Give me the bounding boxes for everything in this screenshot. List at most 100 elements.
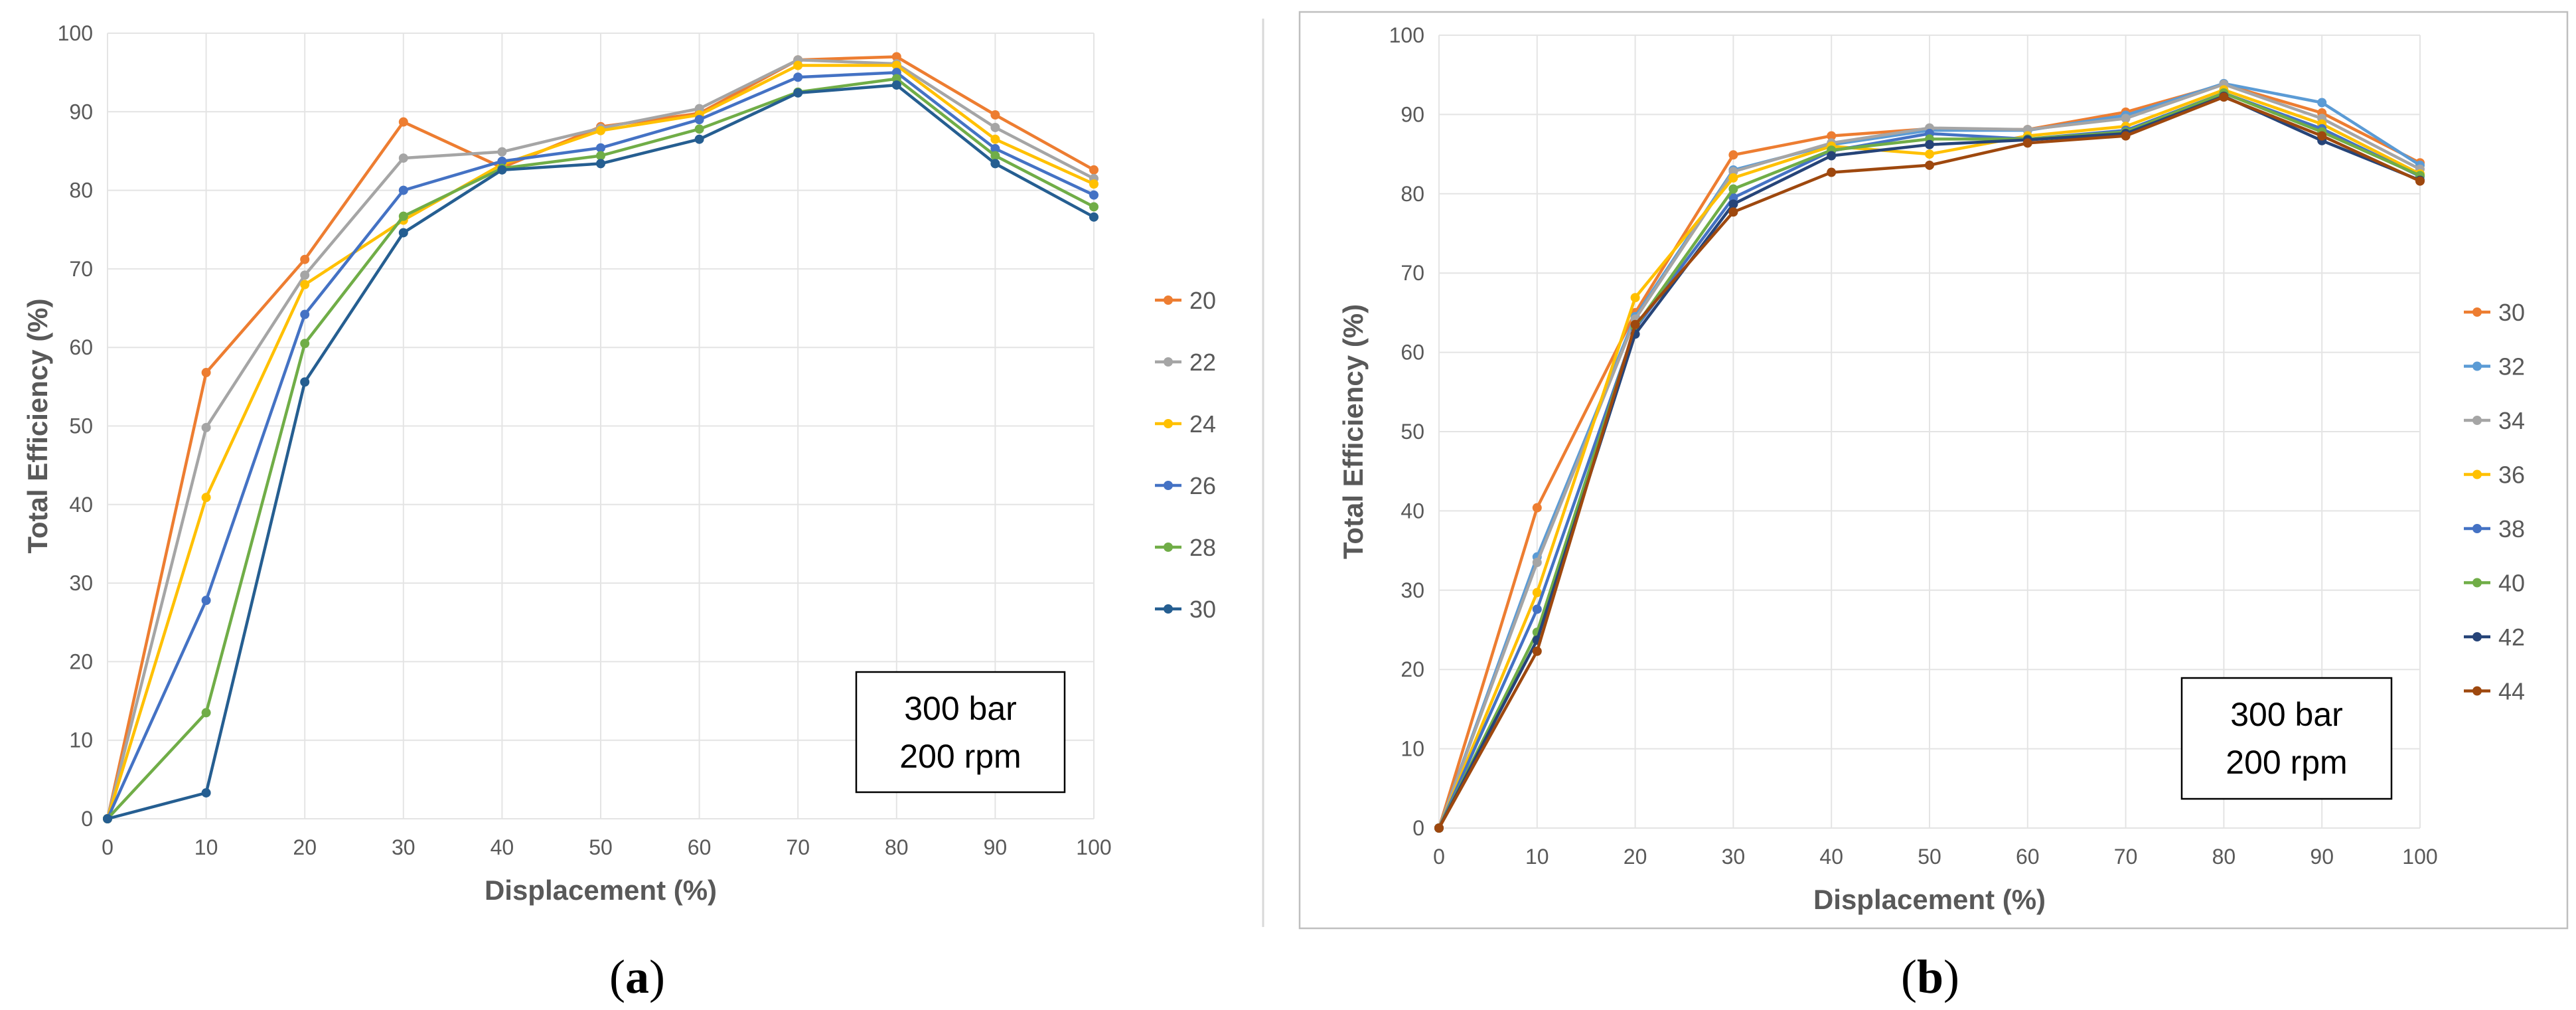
chart-a-point-24-100 [1089,179,1099,189]
chart-a-xtick-label-40: 40 [491,835,514,859]
chart-a-point-30-70 [793,88,803,98]
chart-b-xtick-label-60: 60 [2016,845,2040,869]
chart-a-ylabel: Total Efficiency (%) [22,298,53,553]
chart-b-xtick-label-100: 100 [2402,845,2437,869]
chart-b-xtick-label-90: 90 [2310,845,2334,869]
chart-a-point-30-90 [990,159,1000,169]
chart-a-annotation-line-0: 300 bar [904,690,1017,727]
chart-a-point-28-60 [694,124,704,134]
chart-a-point-26-10 [201,596,211,606]
chart-a-point-28-20 [300,339,310,349]
chart-b-legend-label-32: 32 [2498,353,2525,380]
chart-a-point-30-20 [300,377,310,387]
chart-b-ytick-label-0: 0 [1412,816,1424,840]
chart-a-legend-label-28: 28 [1189,534,1216,561]
chart-a-ytick-label-80: 80 [69,179,93,203]
chart-a-point-22-20 [300,270,310,280]
chart-a-point-22-90 [990,122,1000,132]
chart-a-point-28-50 [596,151,605,161]
chart-b-legend-swatch-dot-44 [2472,686,2482,696]
chart-a-panel-label-letter: a [625,950,649,1003]
chart-b-panel-label: (b) [1901,950,1959,1003]
chart-b-point-30-30 [1728,150,1738,160]
chart-b-xtick-label-20: 20 [1624,845,1647,869]
chart-a-ytick-label-70: 70 [69,257,93,281]
chart-a-point-24-20 [300,280,310,290]
chart-b-point-36-50 [1925,149,1934,159]
chart-b-ytick-label-70: 70 [1401,261,1424,285]
chart-a-ytick-label-0: 0 [81,807,93,831]
chart-a-xtick-label-30: 30 [392,835,416,859]
chart-a-point-28-90 [990,151,1000,161]
chart-a-point-20-90 [990,110,1000,120]
chart-a-xtick-label-50: 50 [589,835,613,859]
chart-a-point-24-10 [201,493,211,503]
chart-a-legend-label-30: 30 [1189,596,1216,623]
chart-b-legend-label-42: 42 [2498,624,2525,651]
chart-b-point-44-60 [2022,138,2032,148]
chart-a-ytick-label-10: 10 [69,728,93,752]
chart-b-point-44-10 [1532,646,1542,656]
chart-a-legend-swatch-dot-22 [1164,357,1173,367]
chart-a-point-30-0 [103,814,112,823]
chart-b-xtick-label-30: 30 [1722,845,1746,869]
chart-b-annotation-box [2180,677,2393,800]
chart-b-ylabel: Total Efficiency (%) [1337,304,1369,559]
chart-b-point-34-10 [1532,558,1542,568]
chart-a-point-26-50 [596,143,605,153]
chart-a-point-30-60 [694,134,704,144]
chart-a-point-26-40 [497,156,507,166]
chart-a-xtick-label-60: 60 [688,835,712,859]
chart-b-point-38-10 [1532,604,1542,614]
chart-a-legend-label-24: 24 [1189,410,1216,438]
chart-b-xtick-label-40: 40 [1819,845,1843,869]
chart-b-panel-label-close: ) [1943,950,1959,1003]
chart-a-ytick-label-100: 100 [58,21,93,45]
chart-b-ytick-label-20: 20 [1401,657,1424,681]
chart-b-legend-label-34: 34 [2498,407,2525,434]
chart-a-point-24-50 [596,126,605,135]
chart-a-xtick-label-20: 20 [293,835,317,859]
chart-b-point-34-70 [2121,114,2131,124]
chart-b-annotation-line-0: 300 bar [2230,696,2343,733]
chart-a-xtick-label-10: 10 [194,835,218,859]
chart-b-legend-swatch-dot-42 [2472,632,2482,641]
chart-a-legend-label-26: 26 [1189,472,1216,499]
chart-a-point-20-30 [398,117,408,127]
chart-b-annotation-line-1: 200 rpm [2226,744,2347,781]
chart-a-point-30-50 [596,159,605,169]
chart-a-ytick-label-40: 40 [69,493,93,517]
chart-b-legend-label-40: 40 [2498,570,2525,597]
chart-b: 0 10 20 30 40 50 60 70 80 90 100 0 10 20 30 40 50 60 70 80 9… [1298,11,2569,1003]
chart-b-point-42-40 [1827,151,1837,161]
chart-a-xtick-label-100: 100 [1076,835,1111,859]
chart-b-ytick-label-90: 90 [1401,102,1424,126]
chart-b-frame [1298,11,2569,930]
chart-a-xtick-label-90: 90 [984,835,1008,859]
chart-a-legend-swatch-dot-20 [1164,295,1173,305]
chart-b-point-36-10 [1532,588,1542,598]
chart-a-ytick-label-90: 90 [69,100,93,124]
chart-b-point-36-20 [1630,293,1640,303]
chart-a-point-20-10 [201,368,211,378]
chart-a-panel-label: (a) [609,950,665,1003]
chart-a-point-26-30 [398,185,408,195]
chart-b-legend-swatch-dot-38 [2472,524,2482,533]
chart-a-legend-label-22: 22 [1189,349,1216,376]
chart-a-xtick-label-80: 80 [885,835,909,859]
chart-b-point-42-30 [1728,199,1738,209]
chart-a-point-30-100 [1089,212,1099,222]
chart-a-point-22-10 [201,422,211,432]
chart-b-legend-label-36: 36 [2498,462,2525,489]
chart-a-point-24-70 [793,60,803,70]
chart-a-xlabel: Displacement (%) [485,875,717,906]
chart-b-legend-label-44: 44 [2498,678,2525,705]
chart-b-point-30-40 [1827,131,1837,141]
chart-a-ytick-label-60: 60 [69,335,93,359]
chart-b-legend-swatch-dot-36 [2472,469,2482,479]
chart-a-point-30-80 [891,80,901,90]
chart-a-point-20-100 [1089,165,1099,175]
chart-b-xtick-label-70: 70 [2114,845,2138,869]
chart-b-legend-label-30: 30 [2498,299,2525,326]
